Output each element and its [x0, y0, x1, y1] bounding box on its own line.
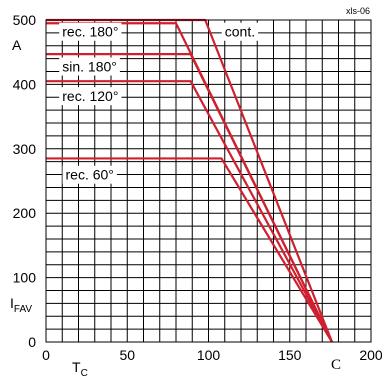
x-tick-label: 100 [197, 347, 221, 363]
x-tick-label: 0 [42, 347, 50, 363]
curve-label-1: rec. 180° [62, 24, 118, 40]
y-tick-label: 300 [13, 141, 37, 157]
series-line-3 [46, 80, 333, 343]
y-axis-title-main: I [10, 295, 14, 311]
x-axis-unit: C [331, 357, 341, 373]
y-axis-title: IFAV [10, 295, 32, 315]
y-tick-label: 400 [13, 76, 37, 92]
curve-label-bg-3 [59, 87, 122, 106]
series-lines [46, 18, 334, 343]
grid [46, 20, 371, 342]
y-tick-label: 100 [13, 270, 37, 286]
curve-label-3: rec. 120° [62, 88, 118, 104]
x-tick-label: 150 [278, 347, 302, 363]
x-axis-title-sub: C [81, 368, 88, 378]
curve-label-4: rec. 60° [66, 167, 114, 183]
curve-labels: cont. rec. 180° sin. 180° rec. 120° rec. 60° [59, 22, 259, 184]
plot-frame [45, 19, 372, 343]
curve-label-bg-1 [59, 22, 122, 41]
curve-label-2: sin. 180° [62, 59, 117, 75]
y-tick-label: 0 [28, 334, 36, 350]
tick-labels: 0 50 100 150 200 0 100 200 300 400 500 [13, 12, 382, 363]
curve-label-bg-2 [59, 57, 120, 76]
y-axis-title-sub: FAV [14, 304, 32, 315]
curve-label-bg-4 [62, 165, 117, 184]
curve-label-bg-0 [221, 22, 259, 41]
doc-id: xls-06 [346, 6, 370, 16]
curve-label-0: cont. [225, 24, 255, 40]
y-axis-unit: A [12, 37, 22, 53]
x-axis-title: TC [72, 359, 88, 378]
x-tick-label: 50 [119, 347, 135, 363]
y-tick-label: 500 [13, 12, 37, 28]
series-line-4 [46, 157, 333, 343]
series-line-2 [46, 53, 333, 343]
y-tick-label: 200 [13, 205, 37, 221]
x-axis-title-main: T [72, 359, 81, 375]
x-tick-label: 200 [359, 347, 382, 363]
